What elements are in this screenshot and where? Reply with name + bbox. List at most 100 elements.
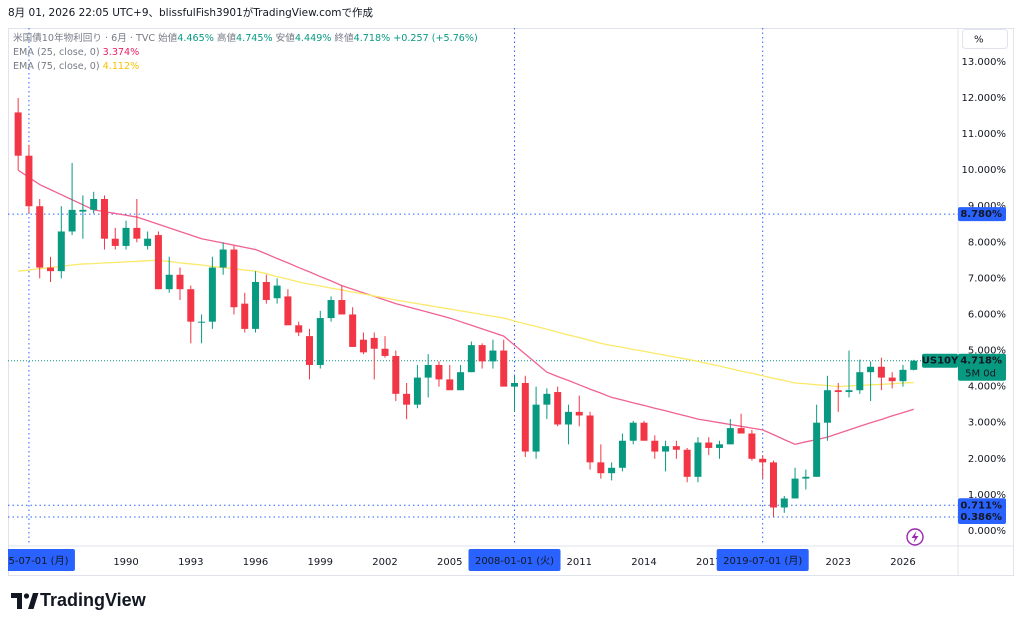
candle-body <box>122 227 130 246</box>
candle-body <box>381 348 389 356</box>
candle-body <box>478 345 486 362</box>
candle-body <box>888 377 896 382</box>
crosshair-price-label-box <box>958 510 1006 525</box>
time-axis: 1990 1993 1996 1999 2002 2005 2011 2014 2017 2023… <box>0 549 916 571</box>
candle-body <box>877 366 885 378</box>
candle-body <box>230 249 238 308</box>
candle-body <box>511 383 519 387</box>
y-tick-label: 6.000% <box>968 309 1006 320</box>
candle-body <box>554 392 562 425</box>
candle-body <box>338 300 346 315</box>
ohlc-label: 高値 <box>216 33 237 44</box>
candle-body <box>14 112 22 156</box>
candle-body <box>295 325 303 333</box>
candle-body <box>208 267 216 322</box>
candle-body <box>845 390 853 393</box>
candle-body <box>823 390 831 423</box>
candle-body <box>726 428 734 445</box>
candle-body <box>737 428 745 434</box>
candle-body <box>349 314 357 347</box>
candle-body <box>759 458 767 463</box>
y-tick-label: 13.000% <box>962 57 1007 68</box>
legend-ema: EMA (25, close, 0) 3.374% <box>13 46 142 59</box>
x-tick-label: 2026 <box>890 557 915 568</box>
candle-body <box>899 369 907 382</box>
x-tick-label: 1993 <box>178 557 203 568</box>
candle-body <box>403 393 411 405</box>
candle-body <box>769 462 777 508</box>
unit-button-label[interactable]: % <box>974 35 984 46</box>
crosshair-time-box <box>468 549 561 571</box>
candle-body <box>359 339 367 353</box>
candle-body <box>748 433 756 459</box>
overlay-name: EMA (75, close, 0) <box>13 61 100 72</box>
crosshair-price-label-box <box>958 498 1006 513</box>
x-tick-label: 2002 <box>372 557 397 568</box>
candle-body <box>867 366 875 373</box>
axes: 0.000% 1.000% 2.000% 3.000% 4.000% 5.000% 6.00… <box>922 57 1006 537</box>
candle-body <box>716 444 724 448</box>
candle-body <box>47 267 55 272</box>
candle-body <box>100 199 108 239</box>
candle-body <box>683 449 691 477</box>
x-tick-label: 2017 <box>696 557 721 568</box>
chart-frame <box>8 28 1014 576</box>
crosshair-time-label: 2008-01-01 (火) <box>475 555 554 567</box>
candle-body <box>608 467 616 474</box>
y-tick-label: 7.000% <box>968 273 1006 284</box>
candle-body <box>521 383 529 452</box>
y-tick-label: 4.000% <box>968 382 1006 393</box>
candle-body <box>564 411 572 425</box>
candle-body <box>910 360 918 370</box>
replay-icon[interactable] <box>906 528 924 546</box>
last-price-box <box>958 353 1006 381</box>
candle-body <box>651 440 659 452</box>
ohlc-label: 安値 <box>275 33 295 44</box>
candle-body <box>284 296 292 326</box>
candle-body <box>662 446 670 452</box>
ohlc-value: 4.718% <box>353 33 391 44</box>
candle-body <box>780 498 788 508</box>
candle-body <box>532 404 540 452</box>
y-tick-label: 0.000% <box>968 526 1006 537</box>
crosshair-price-label-box <box>958 207 1006 222</box>
candle-body <box>435 364 443 380</box>
candle-body <box>424 364 432 378</box>
candle-body <box>629 422 637 441</box>
candle-body <box>543 393 551 405</box>
crosshair-price-label: 8.780% <box>960 209 1002 220</box>
candle-body <box>834 390 842 393</box>
candle-body <box>802 476 810 479</box>
candle-body <box>165 274 173 290</box>
candle-body <box>413 377 421 405</box>
legend-title: 米国債10年物利回り · 6月 · TVC <box>13 33 156 44</box>
x-tick-label: 2023 <box>825 557 850 568</box>
candle-body <box>500 350 508 387</box>
candle-body <box>133 227 141 239</box>
y-tick-label: 8.000% <box>968 237 1006 248</box>
candle-body <box>144 238 152 246</box>
candle-body <box>575 411 583 416</box>
countdown-label: 5M 0d <box>965 369 996 380</box>
candle-body <box>90 199 98 210</box>
candle-body <box>705 442 713 448</box>
crosshair-price-label: 0.386% <box>960 512 1002 523</box>
ohlc-value: 4.465% <box>177 33 214 44</box>
candle-body <box>111 238 119 246</box>
unit-button[interactable] <box>962 29 1008 49</box>
candle-body <box>672 446 680 450</box>
ema-line <box>17 169 914 446</box>
y-tick-label: 10.000% <box>962 165 1007 176</box>
candle-body <box>241 303 249 329</box>
y-tick-label: 3.000% <box>968 418 1006 429</box>
crosshair-time-label: 1985-07-01 (月) <box>0 555 69 567</box>
logo-icon <box>11 593 39 609</box>
candle-body <box>305 336 313 365</box>
candle-body <box>187 289 195 322</box>
crosshair-time-label: 2019-07-01 (月) <box>723 555 802 567</box>
legend-ema: EMA (75, close, 0) 4.112% <box>13 60 142 73</box>
header: 8月 01, 2026 22:05 UTC+9、blissfulFish3901… <box>8 7 373 19</box>
candle-body <box>457 372 465 391</box>
overlay-value: 3.374% <box>102 47 140 58</box>
